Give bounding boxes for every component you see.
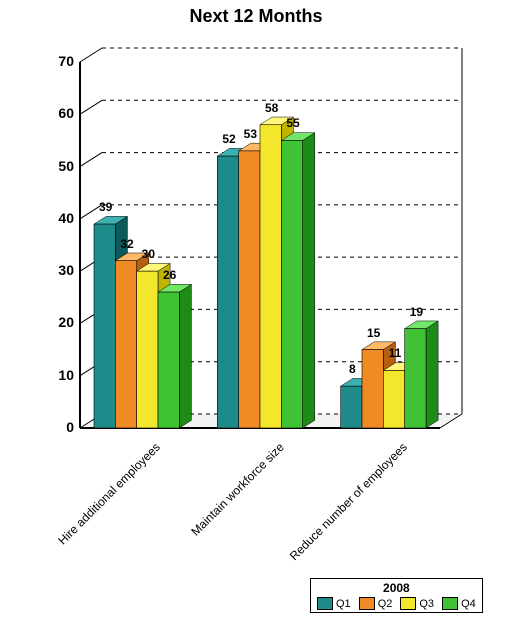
value-label: 11 [379, 346, 410, 360]
y-tick-label: 20 [40, 314, 74, 330]
y-tick-label: 40 [40, 210, 74, 226]
value-label: 55 [277, 116, 308, 130]
value-label: 19 [401, 305, 432, 319]
value-label: 8 [337, 362, 368, 376]
legend-item: Q1 [317, 597, 351, 610]
value-label: 26 [154, 268, 185, 282]
legend-label: Q1 [336, 598, 351, 610]
legend-item: Q4 [442, 597, 476, 610]
y-tick-label: 50 [40, 158, 74, 174]
value-label: 15 [358, 326, 389, 340]
legend-label: Q3 [419, 598, 434, 610]
legend-item: Q2 [359, 597, 393, 610]
legend-title: 2008 [317, 581, 476, 595]
value-label: 39 [90, 200, 121, 214]
value-label: 58 [256, 101, 287, 115]
y-tick-label: 30 [40, 262, 74, 278]
legend-swatch [400, 597, 416, 610]
legend-swatch [442, 597, 458, 610]
legend-item: Q3 [400, 597, 434, 610]
chart-svg [0, 0, 512, 634]
y-tick-label: 0 [40, 419, 74, 435]
value-label: 30 [133, 247, 164, 261]
legend-label: Q2 [378, 598, 393, 610]
chart-title: Next 12 Months [0, 6, 512, 27]
y-tick-label: 70 [40, 53, 74, 69]
legend-label: Q4 [461, 598, 476, 610]
legend: 2008 Q1 Q2 Q3 Q4 [310, 578, 483, 613]
legend-row: Q1 Q2 Q3 Q4 [317, 597, 476, 610]
chart-container: { "chart": { "type": "bar-3d-grouped", "… [0, 0, 512, 634]
value-label: 53 [235, 127, 266, 141]
y-tick-label: 60 [40, 105, 74, 121]
legend-swatch [317, 597, 333, 610]
legend-swatch [359, 597, 375, 610]
y-tick-label: 10 [40, 367, 74, 383]
